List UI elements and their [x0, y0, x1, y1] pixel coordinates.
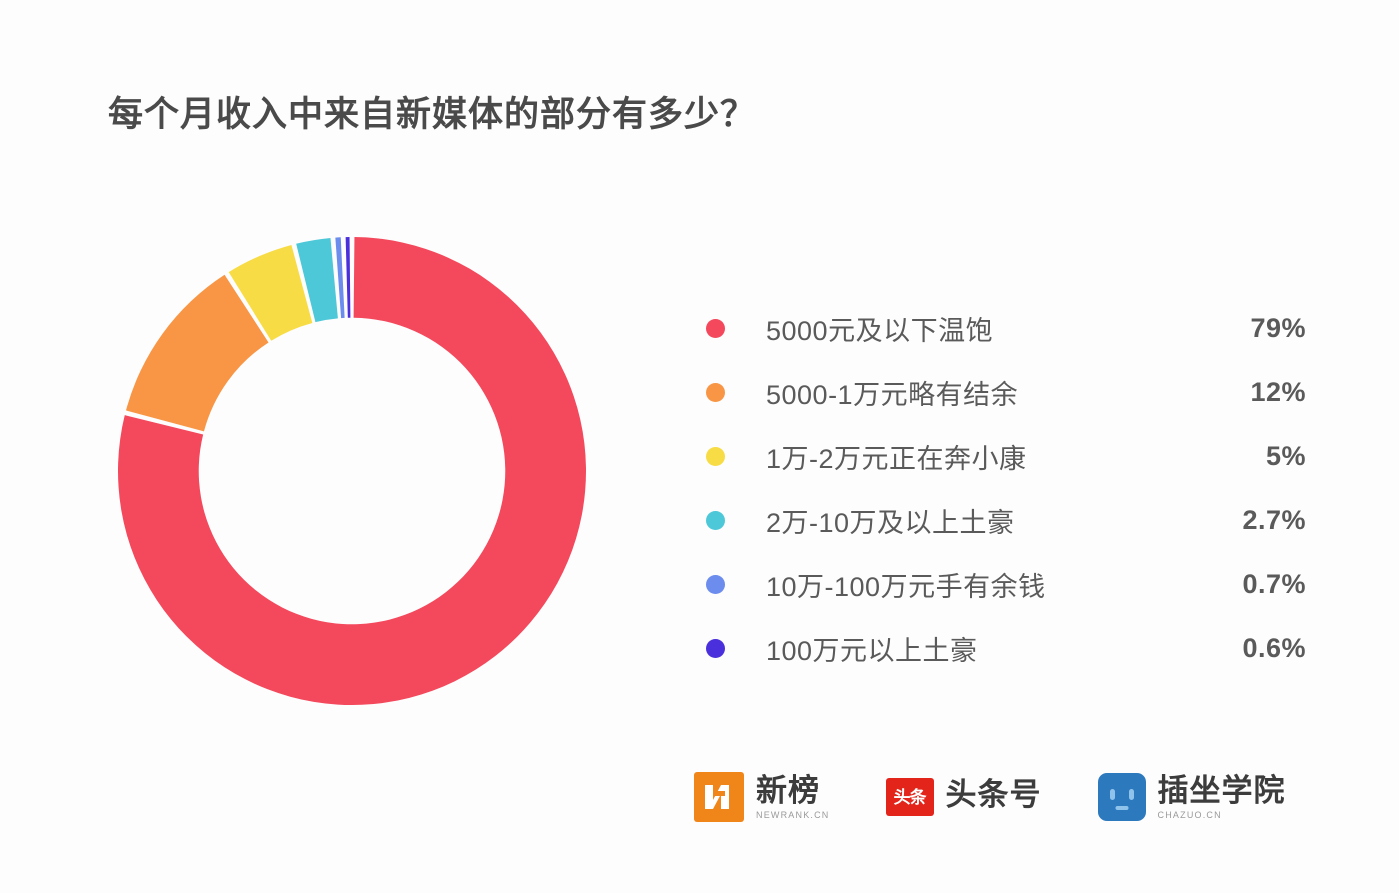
donut-slice[interactable]: [335, 237, 345, 319]
newrank-logo-mark: [694, 772, 744, 822]
legend-item-value: 12%: [1250, 376, 1306, 407]
legend-color-dot: [706, 446, 725, 466]
legend-item-value: 0.6%: [1242, 632, 1306, 663]
footer-logo-bar: 新榜 NEWRANK.CN 头条 头条号 插坐学院 CHAZUO.CN: [694, 772, 1286, 822]
newrank-glyph-icon: [705, 785, 729, 809]
newrank-logo-text: 新榜 NEWRANK.CN: [756, 775, 830, 820]
legend-item[interactable]: 5000元及以下温饱 79%: [706, 296, 1306, 360]
legend-color-dot: [706, 318, 725, 338]
toutiao-logo-mark: 头条: [885, 778, 934, 816]
legend-color-dot: [706, 382, 725, 402]
legend-item[interactable]: 5000-1万元略有结余 12%: [706, 360, 1306, 424]
chazuo-logo-mark: [1097, 773, 1146, 821]
page-title: 每个月收入中来自新媒体的部分有多少？: [108, 95, 757, 134]
face-eye-left-icon: [1109, 789, 1115, 800]
donut-chart-svg: [118, 237, 587, 706]
legend-item[interactable]: 1万-2万元正在奔小康 5%: [706, 424, 1306, 488]
logo-name: 插坐学院: [1157, 772, 1286, 808]
logo-subtitle: CHAZUO.CN: [1157, 809, 1222, 820]
legend-item-label: 5000-1万元略有结余: [766, 379, 1019, 410]
donut-chart: [117, 236, 587, 706]
donut-slice-group: [118, 237, 587, 706]
legend-item-value: 0.7%: [1242, 568, 1306, 599]
legend-item-label: 10万-100万元手有余钱: [766, 571, 1046, 602]
donut-slice[interactable]: [345, 237, 351, 318]
legend-color-dot: [706, 638, 725, 658]
legend-item-label: 2万-10万及以上土豪: [766, 507, 1015, 538]
legend-item-label: 1万-2万元正在奔小康: [766, 443, 1027, 474]
chazuo-logo-text: 插坐学院 CHAZUO.CN: [1158, 775, 1286, 820]
legend-item[interactable]: 100万元以上土豪 0.6%: [706, 616, 1306, 680]
chart-legend: 5000元及以下温饱 79% 5000-1万元略有结余 12% 1万-2万元正在…: [706, 296, 1306, 680]
donut-slice[interactable]: [228, 244, 313, 341]
legend-item[interactable]: 10万-100万元手有余钱 0.7%: [706, 552, 1306, 616]
legend-item-label: 100万元以上土豪: [766, 635, 978, 666]
logo-chazuo-xueyuan: 插坐学院 CHAZUO.CN: [1097, 773, 1286, 821]
legend-item-value: 79%: [1250, 312, 1306, 343]
logo-name: 头条号: [945, 777, 1042, 812]
logo-subtitle: NEWRANK.CN: [756, 809, 830, 820]
logo-name: 新榜: [756, 772, 820, 808]
logo-toutiaohao: 头条 头条号: [885, 778, 1042, 816]
donut-slice[interactable]: [118, 237, 587, 706]
donut-slice[interactable]: [125, 274, 269, 432]
face-eye-right-icon: [1128, 789, 1134, 800]
legend-item-label: 5000元及以下温饱: [766, 315, 994, 346]
legend-item-value: 5%: [1265, 440, 1306, 471]
logo-newrank: 新榜 NEWRANK.CN: [694, 772, 830, 822]
face-mouth-icon: [1115, 806, 1129, 810]
toutiao-logo-text: 头条号: [946, 779, 1042, 815]
legend-item-value: 2.7%: [1242, 504, 1306, 535]
legend-color-dot: [706, 510, 725, 530]
donut-slice[interactable]: [296, 237, 338, 323]
legend-item[interactable]: 2万-10万及以上土豪 2.7%: [706, 488, 1306, 552]
legend-color-dot: [706, 574, 725, 594]
